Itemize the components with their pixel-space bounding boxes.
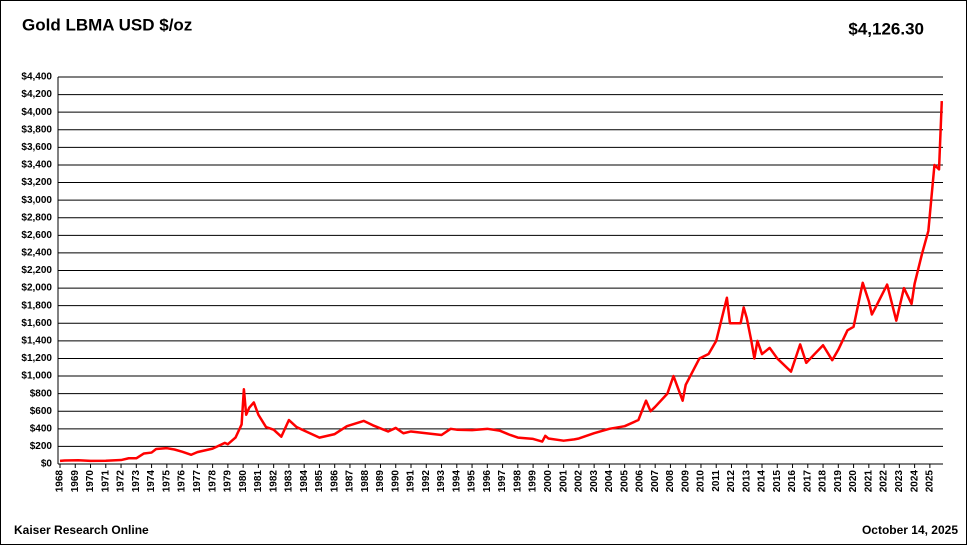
x-tick-label: 1995 xyxy=(467,470,478,493)
x-tick-label: 1970 xyxy=(85,470,96,493)
latest-value: $4,126.30 xyxy=(848,19,924,38)
y-tick-label: $2,400 xyxy=(21,248,52,259)
y-tick-label: $1,000 xyxy=(21,371,52,382)
x-tick-label: 1978 xyxy=(207,470,218,493)
x-tick-label: 1991 xyxy=(406,470,417,493)
x-tick-label: 1981 xyxy=(253,470,264,493)
x-tick-label: 1987 xyxy=(345,470,356,493)
y-tick-label: $0 xyxy=(41,459,53,470)
y-tick-label: $3,600 xyxy=(21,142,52,153)
y-tick-label: $800 xyxy=(30,388,53,399)
y-tick-label: $3,000 xyxy=(21,195,52,206)
x-tick-label: 1989 xyxy=(375,470,386,493)
x-tick-label: 1982 xyxy=(268,470,279,493)
x-tick-label: 1999 xyxy=(528,470,539,493)
x-tick-label: 1971 xyxy=(100,470,111,493)
y-tick-label: $1,800 xyxy=(21,300,52,311)
x-tick-label: 2003 xyxy=(589,470,600,493)
y-tick-label: $2,000 xyxy=(21,283,52,294)
y-tick-label: $3,400 xyxy=(21,160,52,171)
x-tick-label: 1973 xyxy=(131,470,142,493)
x-tick-label: 1994 xyxy=(451,470,462,493)
x-tick-label: 1975 xyxy=(161,470,172,493)
x-tick-label: 1980 xyxy=(238,470,249,493)
x-tick-label: 1990 xyxy=(390,470,401,493)
x-tick-label: 2010 xyxy=(696,470,707,493)
x-tick-label: 2004 xyxy=(604,470,615,493)
x-tick-label: 2023 xyxy=(894,470,905,493)
x-tick-label: 1993 xyxy=(436,470,447,493)
x-tick-label: 1969 xyxy=(70,470,81,493)
x-tick-label: 2006 xyxy=(635,470,646,493)
x-tick-label: 1977 xyxy=(192,470,203,493)
x-tick-label: 1983 xyxy=(284,470,295,493)
x-tick-label: 1996 xyxy=(482,470,493,493)
x-tick-label: 2016 xyxy=(787,470,798,493)
y-tick-label: $3,800 xyxy=(21,124,52,135)
x-tick-label: 2017 xyxy=(802,470,813,493)
y-tick-label: $400 xyxy=(30,423,53,434)
x-tick-label: 2013 xyxy=(741,470,752,493)
x-tick-label: 2015 xyxy=(772,470,783,493)
x-tick-label: 1974 xyxy=(146,470,157,493)
x-tick-label: 1972 xyxy=(116,470,127,493)
y-tick-label: $2,200 xyxy=(21,265,52,276)
y-tick-label: $600 xyxy=(30,406,53,417)
x-tick-label: 2007 xyxy=(650,470,661,493)
x-tick-label: 1998 xyxy=(512,470,523,493)
x-tick-label: 2000 xyxy=(543,470,554,493)
x-tick-label: 2018 xyxy=(818,470,829,493)
y-tick-label: $1,400 xyxy=(21,336,52,347)
y-tick-label: $2,600 xyxy=(21,230,52,241)
x-tick-label: 1988 xyxy=(360,470,371,493)
source: Kaiser Research Online xyxy=(14,523,149,537)
x-tick-label: 2014 xyxy=(757,470,768,493)
x-tick-label: 1985 xyxy=(314,470,325,493)
x-tick-label: 2012 xyxy=(726,470,737,493)
x-tick-label: 2008 xyxy=(665,470,676,493)
x-tick-label: 2021 xyxy=(863,470,874,493)
y-tick-label: $2,800 xyxy=(21,212,52,223)
x-tick-label: 2009 xyxy=(680,470,691,493)
x-tick-label: 2011 xyxy=(711,470,722,492)
price-line xyxy=(59,101,944,463)
y-tick-label: $1,200 xyxy=(21,353,52,364)
x-tick-label: 2019 xyxy=(833,470,844,493)
y-tick-label: $4,400 xyxy=(21,72,52,83)
y-tick-label: $4,200 xyxy=(21,89,52,100)
x-tick-label: 2024 xyxy=(909,470,920,493)
x-tick-label: 1984 xyxy=(299,470,310,493)
x-tick-label: 2022 xyxy=(879,470,890,493)
x-tick-label: 2002 xyxy=(574,470,585,493)
x-tick-label: 1992 xyxy=(421,470,432,493)
x-tick-label: 2025 xyxy=(925,470,936,493)
date: October 14, 2025 xyxy=(862,523,958,537)
y-tick-label: $3,200 xyxy=(21,177,52,188)
x-tick-label: 1986 xyxy=(329,470,340,493)
y-tick-label: $4,000 xyxy=(21,107,52,118)
y-tick-label: $200 xyxy=(30,441,53,452)
chart-title: Gold LBMA USD $/oz xyxy=(22,15,192,34)
x-tick-label: 2001 xyxy=(558,470,569,493)
x-tick-label: 1976 xyxy=(177,470,188,493)
x-tick-label: 1979 xyxy=(223,470,234,493)
x-tick-label: 2020 xyxy=(848,470,859,493)
x-tick-label: 1968 xyxy=(55,470,66,493)
x-tick-label: 1997 xyxy=(497,470,508,493)
y-tick-label: $1,600 xyxy=(21,318,52,329)
x-tick-label: 2005 xyxy=(619,470,630,493)
